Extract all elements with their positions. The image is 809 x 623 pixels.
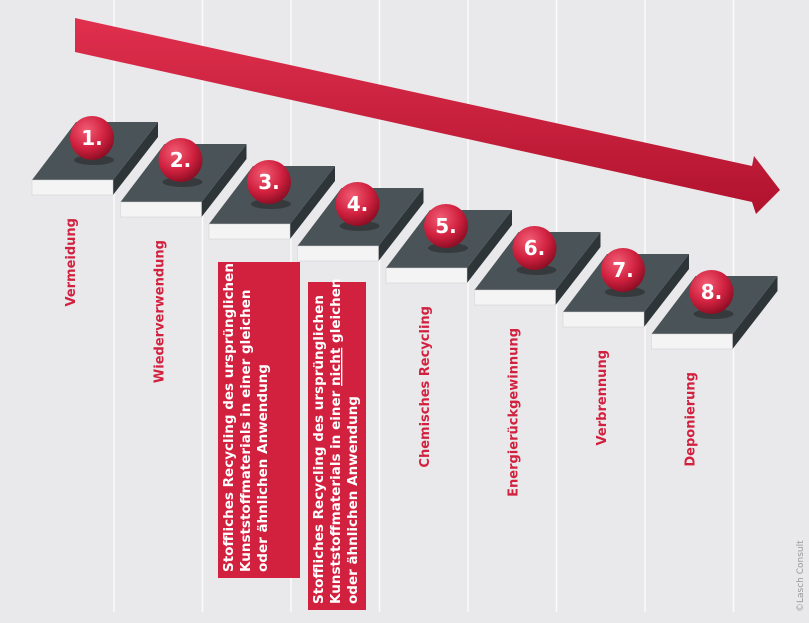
step: 2. <box>120 138 247 218</box>
arrow <box>75 18 780 214</box>
step-side <box>201 144 247 217</box>
label-line: Kunststoffmaterials in einer nicht gleic… <box>328 279 344 605</box>
step: 4. <box>297 182 424 262</box>
ball <box>247 160 291 204</box>
label-box <box>308 282 366 610</box>
step-number: 7. <box>612 258 634 282</box>
step-side <box>644 254 689 327</box>
ball <box>689 270 734 314</box>
copyright: ©Lasch Consult <box>796 540 806 612</box>
step-label: Verbrennung <box>595 350 610 445</box>
stairs: 1. 2. 3. 4. 5. 6. 7. 8. <box>31 116 778 350</box>
label-line: Stoffliches Recycling des ursprünglichen <box>221 263 237 572</box>
step: 6. <box>474 226 601 306</box>
label-box <box>218 262 300 578</box>
step-front <box>385 267 468 284</box>
step-number: 4. <box>347 192 369 216</box>
label-text: Stoffliches Recycling des ursprünglichen <box>311 295 327 604</box>
step-front <box>120 201 202 218</box>
label-line: oder ähnlichen Anwendung <box>345 396 361 604</box>
step-label: Wiederverwendung <box>153 240 168 383</box>
step-label: Deponierung <box>684 372 699 467</box>
step-number: 8. <box>701 280 723 304</box>
label-text: oder ähnlichen Anwendung <box>345 396 361 604</box>
step: 1. <box>31 116 158 196</box>
label-line: oder ähnlichen Anwendung <box>255 364 271 572</box>
step: 5. <box>385 204 512 284</box>
step-side <box>290 166 335 239</box>
step-label: Energierückgewinnung <box>507 328 522 497</box>
step-side <box>113 122 158 195</box>
step-front <box>474 289 556 306</box>
label-text: gleichen <box>328 279 344 348</box>
step-side <box>467 210 512 283</box>
step: 3. <box>208 160 335 240</box>
label-text: Kunststoffmaterials in einer <box>328 386 344 604</box>
step-side <box>378 188 424 261</box>
ball <box>335 182 380 226</box>
ball <box>158 138 203 182</box>
step-label: Vermeidung <box>64 218 79 307</box>
step-side <box>555 232 601 305</box>
label-text: Kunststoffmaterials in einer gleichen <box>238 290 254 572</box>
step: 7. <box>562 248 689 328</box>
step-number: 3. <box>258 170 280 194</box>
label-text: Stoffliches Recycling des ursprünglichen <box>221 263 237 572</box>
label-line: Stoffliches Recycling des ursprünglichen <box>311 295 327 604</box>
ball <box>424 204 468 248</box>
step-number: 1. <box>81 126 103 150</box>
ball <box>512 226 557 270</box>
step-front <box>562 311 645 328</box>
step-front <box>297 245 379 262</box>
label-text: nicht <box>328 347 344 386</box>
ball <box>601 248 645 292</box>
ball <box>70 116 114 160</box>
step-side <box>732 276 778 349</box>
step-front <box>208 223 291 240</box>
step-front <box>31 179 114 196</box>
step-number: 5. <box>435 214 457 238</box>
step-front <box>651 333 733 350</box>
step: 8. <box>651 270 778 350</box>
step-number: 2. <box>170 148 192 172</box>
label-text: oder ähnlichen Anwendung <box>255 364 271 572</box>
step-number: 6. <box>524 236 546 260</box>
label-line: Kunststoffmaterials in einer gleichen <box>238 290 254 572</box>
step-label: Chemisches Recycling <box>418 306 433 468</box>
